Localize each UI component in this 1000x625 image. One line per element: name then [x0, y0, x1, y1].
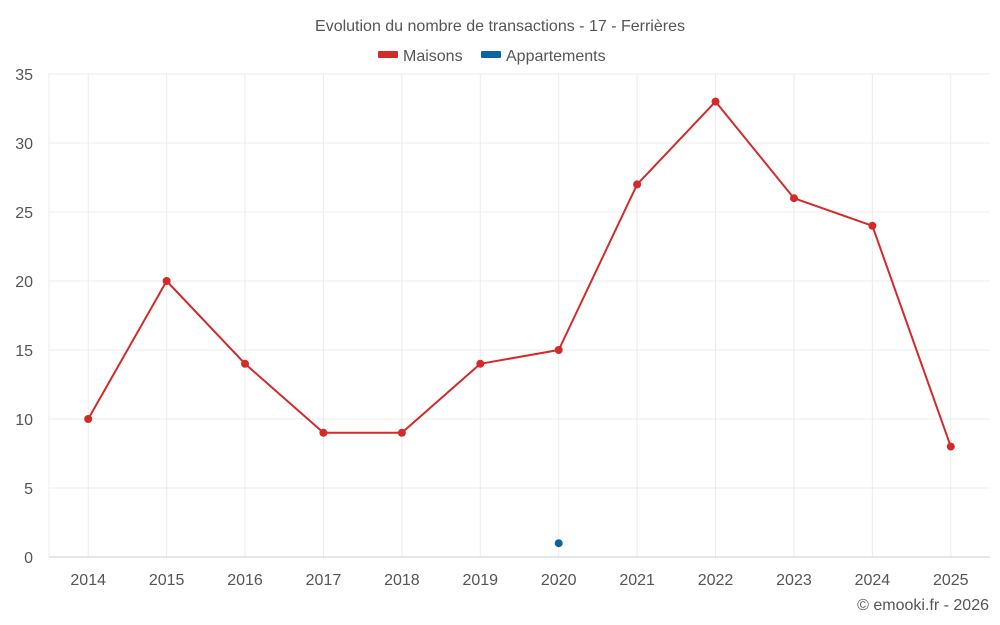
x-tick-label: 2015 [149, 572, 185, 589]
x-tick-label: 2023 [776, 572, 812, 589]
x-tick-label: 2025 [933, 572, 969, 589]
legend-swatch-maisons [378, 51, 398, 58]
y-tick-label: 35 [15, 67, 33, 84]
series-appartements [554, 539, 563, 548]
y-tick-label: 0 [24, 550, 33, 567]
data-point-maisons[interactable] [554, 346, 563, 354]
series-layer [84, 97, 955, 548]
data-point-maisons[interactable] [397, 428, 406, 437]
data-point-maisons[interactable] [789, 194, 798, 203]
x-tick-label: 2024 [855, 572, 891, 589]
y-tick-label: 20 [15, 274, 33, 291]
data-point-appartements[interactable] [554, 539, 563, 548]
credit-text: © emooki.fr - 2026 [857, 597, 989, 614]
x-tick-label: 2019 [462, 572, 498, 589]
y-tick-label: 15 [15, 343, 33, 360]
legend-item-appartements[interactable]: Appartements [481, 48, 606, 65]
x-tick-label: 2017 [306, 572, 342, 589]
data-point-maisons[interactable] [476, 359, 485, 368]
data-point-maisons[interactable] [946, 442, 955, 451]
legend-item-maisons[interactable]: Maisons [378, 48, 463, 65]
legend: Maisons Appartements [378, 48, 606, 65]
x-tick-label: 2014 [70, 572, 106, 589]
legend-swatch-appartements [481, 51, 501, 58]
data-point-maisons[interactable] [241, 359, 250, 368]
chart-title: Evolution du nombre de transactions - 17… [315, 18, 685, 35]
data-point-maisons[interactable] [162, 277, 171, 285]
data-point-maisons[interactable] [711, 97, 720, 106]
data-point-maisons[interactable] [633, 180, 642, 189]
y-tick-label: 25 [15, 205, 33, 222]
y-tick-label: 30 [15, 136, 33, 153]
grid [48, 73, 990, 557]
x-tick-label: 2022 [698, 572, 734, 589]
x-tick-label: 2018 [384, 572, 420, 589]
x-tick-label: 2021 [619, 572, 655, 589]
data-point-maisons[interactable] [84, 415, 93, 423]
legend-label-maisons: Maisons [403, 48, 463, 65]
y-tick-label: 10 [15, 412, 33, 429]
x-axis-ticks: 2014 2015 2016 2017 2018 2019 2020 2021 2022 2023… [70, 572, 968, 589]
legend-label-appartements: Appartements [506, 48, 606, 65]
y-tick-label: 5 [24, 481, 33, 498]
data-point-maisons[interactable] [868, 221, 877, 230]
series-maisons [84, 97, 955, 451]
x-tick-label: 2016 [227, 572, 263, 589]
series-line-maisons [87, 100, 952, 447]
x-tick-label: 2020 [541, 572, 577, 589]
data-point-maisons[interactable] [319, 428, 328, 437]
y-axis-ticks: 0 5 10 15 20 25 30 35 [15, 67, 33, 567]
